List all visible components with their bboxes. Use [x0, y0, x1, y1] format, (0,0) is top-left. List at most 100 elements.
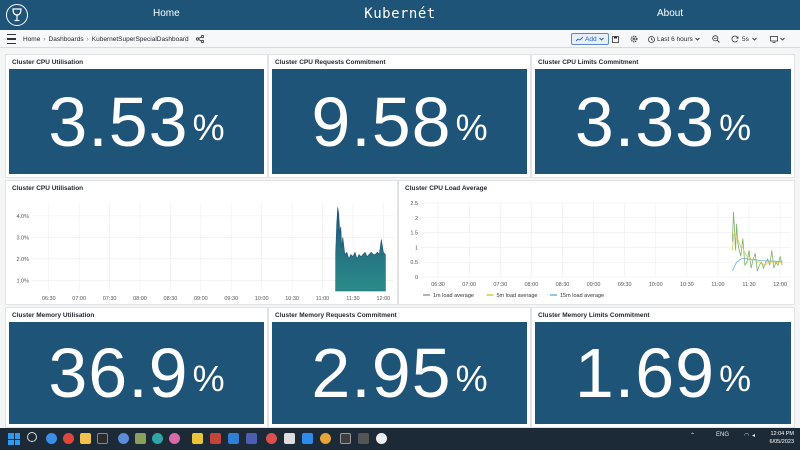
chevron-down-icon [780, 37, 785, 41]
tray-language[interactable]: ENG [716, 432, 730, 438]
chrome-browser-icon[interactable] [63, 433, 74, 444]
save-icon [612, 35, 619, 43]
nav-about-link[interactable]: About [657, 8, 684, 19]
y-tick-label: 0 [415, 275, 418, 281]
wine-glass-logo-icon[interactable] [6, 4, 28, 26]
y-tick-label: 1 [415, 245, 418, 251]
app-icon[interactable] [152, 433, 163, 444]
breadcrumb-dashboard-name: KubernetSuperSpecialDashboard [91, 35, 189, 43]
menu-toggle-button[interactable] [7, 30, 16, 48]
stat-value: 9.58 [311, 82, 452, 161]
clock-date: 6/05/2023 [769, 438, 794, 445]
stat-panel-cpu-utilisation[interactable]: Cluster CPU Utilisation 3.53% [5, 54, 268, 178]
add-panel-button[interactable]: Add [571, 33, 609, 45]
terminal-icon[interactable] [97, 433, 108, 444]
stat-panel-memory-utilisation[interactable]: Cluster Memory Utilisation 36.9% [5, 307, 268, 428]
breadcrumb-home[interactable]: Home [23, 35, 41, 43]
legend-label[interactable]: 15m load average [560, 293, 604, 299]
chart-plus-icon [576, 36, 583, 42]
gear-icon [630, 35, 638, 43]
time-range-picker[interactable]: Last 6 hours [648, 30, 700, 48]
stat-unit: % [192, 106, 225, 148]
sticky-notes-icon[interactable] [192, 433, 203, 444]
panel-title: Cluster CPU Utilisation [12, 59, 84, 66]
y-tick-label: 0.5 [410, 260, 418, 266]
series-area [335, 207, 386, 292]
vscode-icon[interactable] [228, 433, 239, 444]
x-tick-label: 09:00 [194, 296, 208, 302]
x-tick-label: 10:30 [285, 296, 299, 302]
app-icon[interactable] [266, 433, 277, 444]
search-icon[interactable] [27, 432, 37, 442]
app-icon[interactable] [169, 433, 180, 444]
windows-start-icon[interactable] [8, 433, 20, 445]
tv-mode-button[interactable] [770, 30, 785, 48]
stat-panel-memory-limits[interactable]: Cluster Memory Limits Commitment 1.69% [531, 307, 795, 428]
cpu-utilisation-chart: 06:30 07:00 07:30 08:00 08:30 09:00 09:30 10:00… [16, 203, 394, 302]
refresh-picker[interactable]: 5s [731, 30, 757, 48]
app-icon[interactable] [284, 433, 295, 444]
x-tick-label: 08:30 [164, 296, 178, 302]
app-icon[interactable] [135, 433, 146, 444]
file-explorer-icon[interactable] [80, 433, 91, 444]
volume-icon[interactable]: ◂ [752, 433, 756, 439]
y-tick-label: 4.0% [16, 214, 29, 220]
x-tick-label: 10:30 [680, 282, 694, 288]
stat-unit: % [719, 358, 752, 399]
save-dashboard-button[interactable] [612, 30, 619, 48]
series-line [732, 231, 783, 266]
stat-value: 3.33 [574, 82, 716, 161]
chevron-down-icon [598, 37, 604, 41]
x-tick-label: 06:30 [42, 296, 56, 302]
wifi-icon[interactable]: ◠ [744, 433, 750, 439]
y-tick-label: 1.0% [16, 278, 29, 284]
x-tick-label: 07:00 [72, 296, 86, 302]
x-tick-label: 10:00 [649, 282, 663, 288]
breadcrumb-dashboards[interactable]: Dashboards [48, 35, 84, 43]
x-tick-label: 09:30 [618, 282, 632, 288]
app-icon[interactable] [320, 433, 331, 444]
stat-panel-memory-requests[interactable]: Cluster Memory Requests Commitment 2.95% [268, 307, 531, 428]
x-tick-label: 07:30 [493, 282, 507, 288]
stat-value: 3.53 [48, 82, 189, 161]
monitor-icon [770, 35, 778, 43]
panel-title: Cluster Memory Limits Commitment [538, 312, 650, 319]
stat-panel-cpu-requests[interactable]: Cluster CPU Requests Commitment 9.58% [268, 54, 531, 178]
zoom-out-button[interactable] [712, 30, 720, 48]
chart-panel-cpu-utilisation[interactable]: Cluster CPU Utilisation 06:30 07:00 07:30 0… [5, 180, 398, 305]
chart-panel-cpu-load-average[interactable]: Cluster CPU Load Average 06:30 07:00 07:30… [398, 180, 795, 305]
x-tick-label: 12:00 [376, 296, 390, 302]
y-tick-label: 2.0% [16, 257, 29, 263]
y-tick-label: 2 [415, 216, 418, 222]
stat-unit: % [455, 106, 488, 148]
app-icon[interactable] [376, 433, 387, 444]
app-icon[interactable] [340, 433, 351, 444]
app-icon[interactable] [210, 433, 221, 444]
x-tick-label: 09:00 [587, 282, 601, 288]
stat-value-box: 2.95% [272, 322, 527, 424]
nav-home-link[interactable]: Home [153, 8, 180, 19]
app-icon[interactable] [246, 433, 257, 444]
x-tick-label: 11:00 [711, 282, 724, 288]
x-tick-label: 09:30 [224, 296, 238, 302]
legend-label[interactable]: 5m load average [497, 293, 538, 299]
chevron-down-icon [694, 37, 700, 41]
app-icon[interactable] [118, 433, 129, 444]
edge-browser-icon[interactable] [46, 433, 57, 444]
app-icon[interactable] [358, 433, 369, 444]
taskbar-clock[interactable]: 12:04 PM 6/05/2023 [760, 431, 794, 446]
zoom-out-icon [712, 35, 720, 43]
tray-chevron-up-icon[interactable]: ⌃ [690, 433, 696, 439]
share-icon[interactable] [195, 35, 204, 43]
zoom-icon[interactable] [302, 433, 313, 444]
panel-title: Cluster CPU Load Average [405, 185, 488, 192]
settings-button[interactable] [630, 30, 638, 48]
x-tick-label: 08:30 [556, 282, 570, 288]
clock-time: 12:04 PM [770, 431, 794, 437]
stat-panel-cpu-limits[interactable]: Cluster CPU Limits Commitment 3.33% [531, 54, 795, 178]
x-tick-label: 07:00 [462, 282, 476, 288]
stat-value-box: 9.58% [272, 69, 527, 174]
legend-label[interactable]: 1m load average [433, 293, 474, 299]
site-header: Home Kubernét About [0, 0, 800, 30]
stat-value-box: 36.9% [9, 322, 264, 424]
